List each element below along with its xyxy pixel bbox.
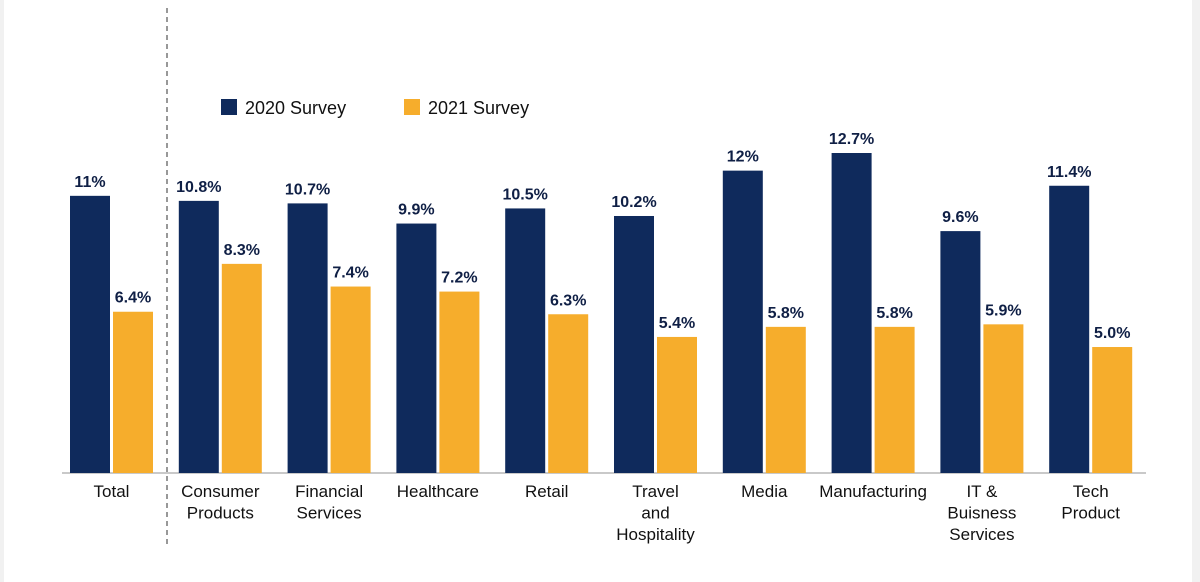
bar-value-label-healthcare-2021: 7.2% <box>441 270 477 287</box>
category-label-manufacturing: Manufacturing <box>819 482 927 501</box>
bars-group <box>70 153 1133 473</box>
legend-swatch-2020 <box>221 99 237 115</box>
bar-media-2021 <box>765 326 806 473</box>
bar-consumer-products-2020 <box>178 200 219 473</box>
bar-value-label-it-and-buisness-services-2020: 9.6% <box>942 209 978 226</box>
category-label-consumer-products: Consumer Products <box>181 482 260 523</box>
category-label-travel-and-hospitality: Travel and Hospitality <box>616 482 695 544</box>
bar-manufacturing-2021 <box>874 326 915 473</box>
bar-labels-group: 11% 6.4% 10.8% 8.3% 10.7% 7.4% 9.9% 7.2% 10.5% 6.… <box>74 131 1130 342</box>
category-label-tech-product: Tech Product <box>1061 482 1120 523</box>
category-label-healthcare: Healthcare <box>397 482 479 501</box>
bar-value-label-total-2021: 6.4% <box>115 290 151 307</box>
category-label-financial-services: Financial Services <box>295 482 363 523</box>
legend-label-2020: 2020 Survey <box>245 98 346 118</box>
category-label-total: Total <box>94 482 130 501</box>
bar-value-label-travel-and-hospitality-2020: 10.2% <box>611 194 656 211</box>
bar-it-and-buisness-services-2021 <box>983 324 1024 473</box>
bar-value-label-financial-services-2021: 7.4% <box>332 265 368 282</box>
category-label-retail: Retail <box>525 482 568 501</box>
bar-value-label-manufacturing-2021: 5.8% <box>876 305 912 322</box>
bar-total-2020 <box>70 195 110 473</box>
bar-manufacturing-2020 <box>831 153 872 473</box>
bar-value-label-manufacturing-2020: 12.7% <box>829 131 874 148</box>
bar-travel-and-hospitality-2021 <box>657 336 697 473</box>
bar-media-2020 <box>722 170 763 473</box>
bar-value-label-travel-and-hospitality-2021: 5.4% <box>659 315 695 332</box>
bar-value-label-tech-product-2020: 11.4% <box>1047 164 1091 181</box>
legend-label-2021: 2021 Survey <box>428 98 529 118</box>
bar-financial-services-2020 <box>287 203 328 473</box>
bar-value-label-retail-2020: 10.5% <box>503 186 548 203</box>
bar-tech-product-2020 <box>1049 185 1090 473</box>
bar-tech-product-2021 <box>1092 347 1133 473</box>
bar-consumer-products-2021 <box>221 263 262 473</box>
bar-value-label-retail-2021: 6.3% <box>550 292 586 309</box>
bar-value-label-media-2021: 5.8% <box>768 305 804 322</box>
category-labels-group: Total Consumer Products Financial Services He… <box>94 482 1121 544</box>
category-label-media: Media <box>741 482 788 501</box>
category-label-it-and-buisness-services: IT & Buisness Services <box>947 482 1016 544</box>
bar-value-label-consumer-products-2020: 10.8% <box>176 179 221 196</box>
bar-travel-and-hospitality-2020 <box>614 215 654 473</box>
bar-retail-2021 <box>548 314 589 473</box>
bar-healthcare-2020 <box>396 223 437 473</box>
bar-value-label-healthcare-2020: 9.9% <box>398 202 434 219</box>
bar-value-label-consumer-products-2021: 8.3% <box>224 242 260 259</box>
legend-swatch-2021 <box>404 99 420 115</box>
bar-financial-services-2021 <box>330 286 371 473</box>
bar-value-label-it-and-buisness-services-2021: 5.9% <box>985 302 1021 319</box>
bar-total-2021 <box>113 311 153 473</box>
bar-value-label-media-2020: 12% <box>727 149 759 166</box>
bar-it-and-buisness-services-2020 <box>940 231 981 473</box>
legend: 2020 Survey 2021 Survey <box>221 98 529 118</box>
bar-value-label-financial-services-2020: 10.7% <box>285 181 330 198</box>
bar-healthcare-2021 <box>439 291 480 473</box>
bar-value-label-total-2020: 11% <box>74 174 105 191</box>
bar-retail-2020 <box>505 208 546 473</box>
bar-value-label-tech-product-2021: 5.0% <box>1094 325 1130 342</box>
